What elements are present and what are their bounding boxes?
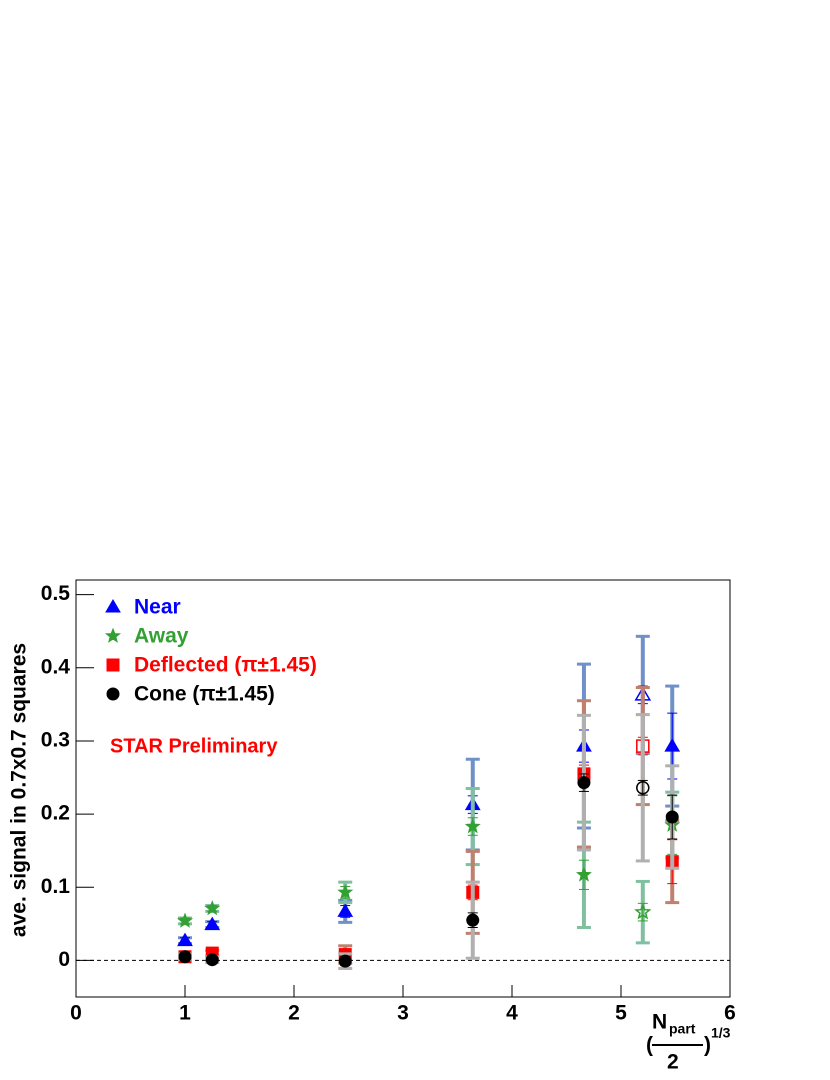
x-tick-label: 1 — [179, 1002, 191, 1025]
marker — [104, 627, 122, 643]
marker — [176, 912, 194, 928]
marker — [337, 903, 354, 917]
y-tick-label: 0.1 — [41, 875, 71, 898]
marker — [106, 687, 120, 701]
marker — [636, 781, 650, 795]
legend-label: Deflected (π±1.45) — [134, 654, 317, 677]
y-axis-label: ave. signal in 0.7x0.7 squares — [8, 643, 31, 937]
x-label-close: ) — [704, 1034, 711, 1057]
marker — [204, 916, 221, 931]
legend-label: Cone (π±1.45) — [134, 683, 275, 706]
x-label-exponent: 1/3 — [711, 1025, 731, 1041]
x-tick-label: 4 — [506, 1002, 518, 1025]
marker — [337, 883, 354, 900]
marker — [664, 738, 681, 752]
marker — [577, 776, 591, 790]
x-label-numerator: N — [652, 1011, 667, 1034]
x-label-open: ( — [646, 1034, 653, 1057]
marker — [205, 953, 219, 967]
marker — [338, 954, 352, 968]
marker — [665, 810, 679, 824]
marker — [464, 818, 481, 834]
marker — [575, 866, 592, 882]
y-tick-label: 0.4 — [41, 655, 71, 678]
y-tick-label: 0.5 — [41, 582, 71, 605]
marker — [105, 599, 121, 613]
marker — [178, 950, 192, 964]
x-label-subscript: part — [669, 1021, 696, 1037]
marker — [106, 658, 120, 672]
marker — [177, 932, 193, 947]
marker — [634, 903, 652, 920]
legend-label: Near — [134, 596, 181, 619]
marker — [466, 913, 480, 927]
y-tick-label: 0 — [58, 948, 70, 971]
x-label-denominator: 2 — [667, 1051, 679, 1074]
annotation: STAR Preliminary — [110, 735, 278, 757]
x-tick-label: 0 — [70, 1002, 82, 1025]
x-tick-label: 3 — [397, 1002, 409, 1025]
y-tick-label: 0.3 — [41, 728, 70, 751]
x-tick-label: 5 — [615, 1002, 627, 1025]
x-tick-label: 2 — [288, 1002, 300, 1025]
legend-label: Away — [134, 625, 189, 648]
x-tick-label: 6 — [724, 1002, 736, 1025]
marker — [204, 900, 221, 916]
y-tick-label: 0.2 — [41, 802, 70, 825]
